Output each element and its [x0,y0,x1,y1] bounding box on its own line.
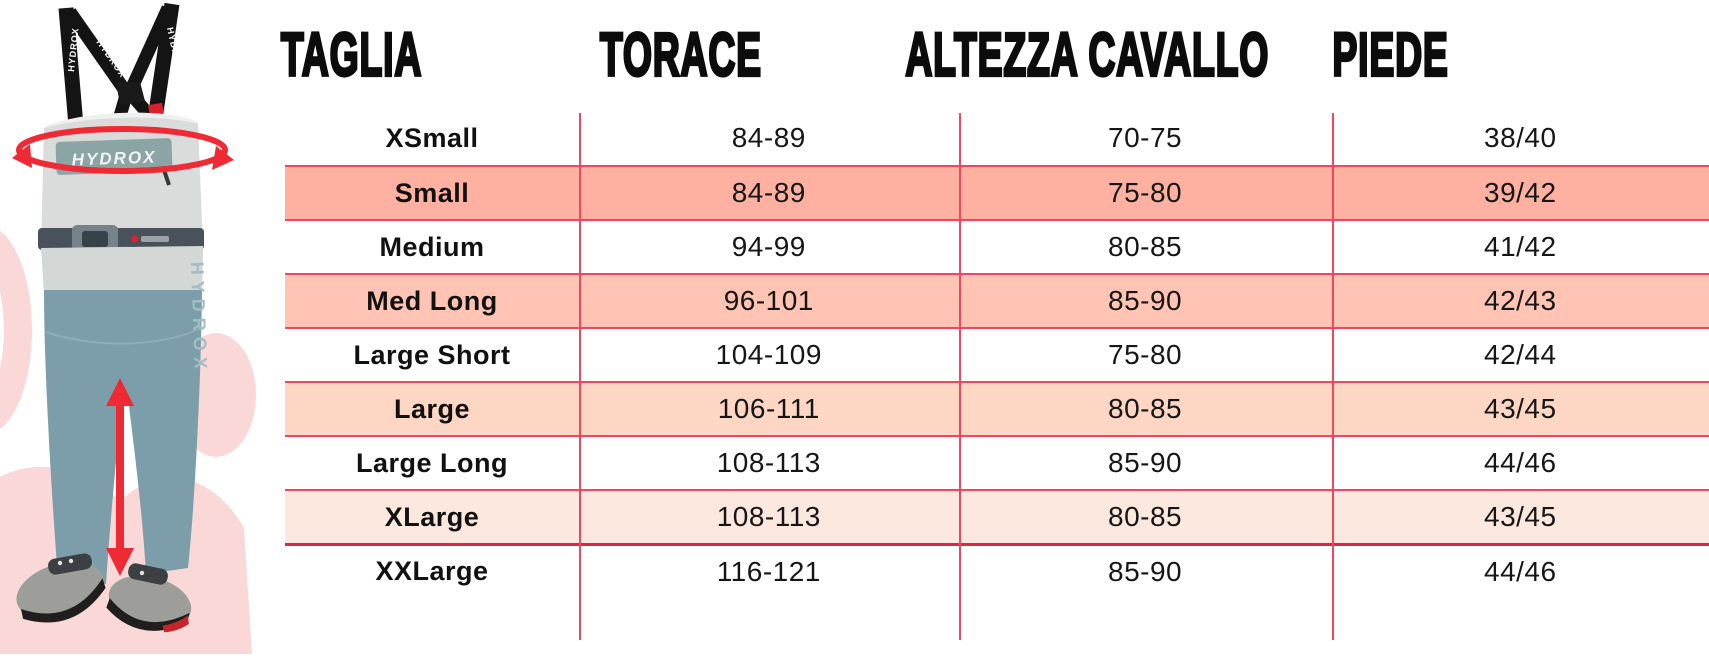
chest-value-cell: 116-121 [716,555,821,587]
table-row: XXLarge 116-121 85-90 44/46 [285,543,1709,597]
size-name-cell: XLarge [384,501,480,532]
foot-value-cell: 43/45 [1484,501,1557,532]
strap-brand-text: HYDROX [66,27,81,72]
crotch-height-value-cell: 85-90 [1108,555,1183,587]
foot-value-cell: 42/43 [1484,285,1557,316]
foot-value-cell: 41/42 [1484,231,1557,262]
size-name-cell: Med Long [366,285,498,316]
size-name-cell: Large [394,393,471,424]
crotch-height-value-cell: 80-85 [1108,393,1183,424]
suspender-buckle [116,82,145,105]
foot-value-cell: 44/46 [1484,447,1557,478]
belt [38,225,204,253]
foot-value-cell: 39/42 [1484,177,1557,208]
chest-value-cell: 84-89 [731,177,806,208]
crotch-measure-arrow-icon [106,378,134,576]
table-row: Large Short 104-109 75-80 42/44 [285,327,1709,381]
column-divider [1331,113,1334,640]
foot-value-cell: 42/44 [1484,339,1557,370]
table-row: XLarge 108-113 80-85 43/45 [285,489,1709,543]
size-table: TAGLIA TORACE ALTEZZA CAVALLO PIEDE XSma… [280,0,1709,654]
crotch-height-value-cell: 85-90 [1108,285,1183,316]
chest-value-cell: 108-113 [716,447,821,478]
wader-legs: HYDROX [41,246,211,584]
size-name-cell: Small [394,177,470,208]
crotch-height-value-cell: 75-80 [1108,177,1183,208]
chest-value-cell: 84-89 [731,122,806,153]
chest-value-cell: 96-101 [723,285,814,316]
size-name-cell: XSmall [385,122,479,153]
column-divider [958,113,961,640]
chest-value-cell: 106-111 [717,393,820,424]
waders-illustration: HYDROX HYDROX HYDROX HYDROX [0,2,256,654]
chest-value-cell: 94-99 [731,231,806,262]
foot-value-cell: 38/40 [1484,122,1557,153]
crotch-height-value-cell: 70-75 [1108,122,1183,153]
header-piede: PIEDE [1331,20,1449,91]
table-row: Small 84-89 75-80 39/42 [285,165,1709,219]
header-altezza-cavallo: ALTEZZA CAVALLO [904,20,1269,91]
leg-brand-text: HYDROX [187,261,211,375]
table-row: Large Long 108-113 85-90 44/46 [285,435,1709,489]
crotch-height-value-cell: 80-85 [1108,231,1183,262]
chest-measure-arrow-icon [12,126,234,174]
table-row: Medium 94-99 80-85 41/42 [285,219,1709,273]
table-header-row: TAGLIA TORACE ALTEZZA CAVALLO PIEDE [280,0,1709,111]
foot-value-cell: 43/45 [1484,393,1557,424]
table-row: Med Long 96-101 85-90 42/43 [285,273,1709,327]
zipper-pull [162,169,171,186]
crotch-height-value-cell: 75-80 [1108,339,1183,370]
table-row: Large 106-111 80-85 43/45 [285,381,1709,435]
header-torace: TORACE [599,20,762,91]
belt-logo [131,235,139,243]
pocket-brand-text: HYDROX [71,148,156,170]
product-photo: HYDROX HYDROX HYDROX HYDROX [0,0,260,654]
chest-value-cell: 104-109 [715,339,822,370]
table-body: XSmall 84-89 70-75 38/40 Small 84-89 75-… [285,111,1709,597]
booties [16,553,192,633]
size-name-cell: Large Short [353,339,511,370]
crotch-height-value-cell: 80-85 [1108,501,1183,532]
size-name-cell: XXLarge [375,556,489,586]
header-taglia: TAGLIA [280,20,423,91]
table-row: XSmall 84-89 70-75 38/40 [285,111,1709,165]
foot-value-cell: 44/46 [1484,555,1557,587]
chest-pocket: HYDROX [55,138,173,175]
crotch-height-value-cell: 85-90 [1108,447,1183,478]
size-name-cell: Large Long [356,447,509,478]
column-divider [579,113,582,640]
size-name-cell: Medium [379,231,485,262]
chest-value-cell: 108-113 [716,501,821,532]
